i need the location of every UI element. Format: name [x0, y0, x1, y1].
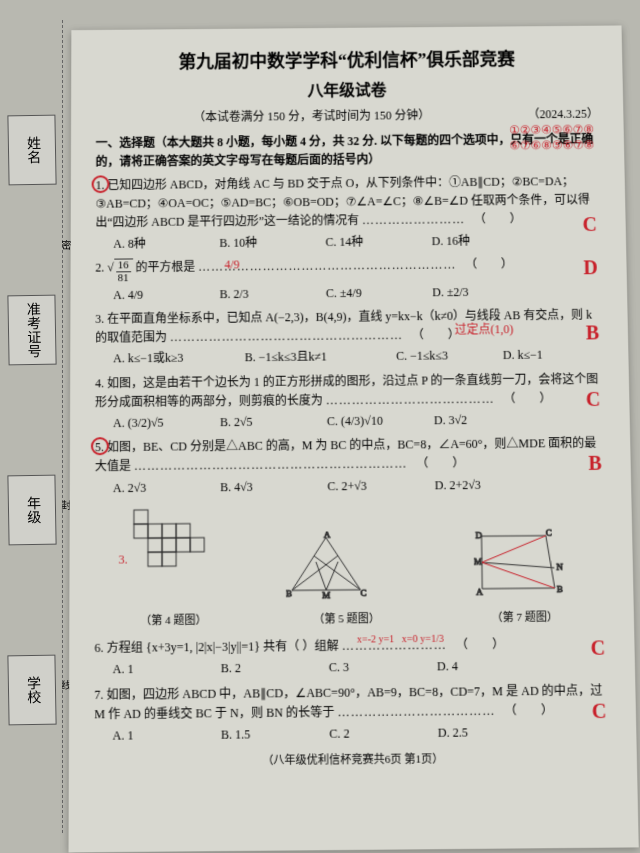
q7-num: 7. [94, 687, 103, 701]
figures-row: 3. （第 4 题图） A B C M 4y²-4xy+x²+x²+y²=64 … [95, 502, 609, 631]
svg-text:M: M [322, 590, 330, 600]
q1-options: A. 8种 B. 10种 C. 14种 D. 16种 [113, 230, 601, 253]
q7-answer: C [592, 695, 607, 728]
question-3: 3. 在平面直角坐标系中，已知点 A(−2,3)，B(4,9)，直线 y=kx−… [95, 306, 604, 369]
q6-answer: C [590, 632, 605, 665]
q2-answer: D [583, 252, 598, 284]
svg-text:B: B [286, 588, 292, 598]
figure-4: 3. （第 4 题图） [128, 505, 219, 630]
exam-title: 第九届初中数学学科“优利信杯”俱乐部竞赛 [96, 45, 598, 77]
svg-text:D: D [475, 530, 482, 540]
q7-options: A. 1 B. 1.5 C. 2 D. 2.5 [112, 722, 611, 746]
q2-options: A. 4/9 B. 2/3 C. ±4/9 D. ±2/3 [113, 282, 602, 305]
q5-num: 5. [95, 440, 104, 454]
side-grade: 年级 [7, 475, 56, 546]
question-5: 5. 如图，BE、CD 分别是△ABC 的高，M 为 BC 的中点，BC=8，∠… [95, 434, 606, 498]
q2-num: 2. [95, 260, 104, 274]
q3-num: 3. [95, 312, 104, 326]
q3-options: A. k≤−1或k≥3 B. −1≤k≤3且k≠1 C. −1≤k≤3 D. k… [113, 346, 604, 369]
svg-text:N: N [556, 562, 563, 572]
q4-options: A. (3/2)√5 B. 2√5 C. (4/3)√10 D. 3√2 [113, 410, 605, 433]
q6-options: A. 1 B. 2 C. 3 D. 4 [113, 656, 610, 680]
side-name: 姓名 [7, 115, 56, 186]
q1-answer: C [582, 209, 597, 241]
svg-text:C: C [545, 527, 551, 537]
q3-red-note: 过定点(1,0) [455, 320, 514, 340]
binding-labels: 姓名 准考证号 年级 学校 [8, 60, 63, 780]
q4-answer: C [586, 384, 601, 416]
q5-answer: B [588, 448, 602, 480]
figure-5: A B C M 4y²-4xy+x²+x²+y²=64 x²-xy+y²=16 … [286, 531, 408, 629]
q6-num: 6. [94, 641, 103, 655]
svg-text:A: A [324, 531, 331, 540]
q4-num: 4. [95, 376, 104, 390]
svg-text:C: C [360, 588, 366, 598]
exam-page: 第九届初中数学学科“优利信杯”俱乐部竞赛 八年级试卷 （2024.3.25） （… [69, 25, 639, 852]
fig4-svg [128, 505, 219, 584]
fig7-svg: D C A B M N [473, 527, 575, 601]
figure-7: D C A B M N AM=DM=2√17 （第 7 题图） [473, 527, 575, 627]
svg-text:B: B [556, 584, 562, 594]
question-1: 1. 已知四边形 ABCD，对角线 AC 与 BD 交于点 O，从下列条件中：①… [95, 172, 601, 254]
question-4: 4. 如图，这是由若干个边长为 1 的正方形拼成的图形，沿过点 P 的一条直线剪… [95, 370, 605, 434]
seal-char-1: 密 [56, 240, 72, 250]
svg-text:A: A [476, 587, 483, 597]
question-7: 7. 如图，四边形 ABCD 中，AB∥CD，∠ABC=90°，AB=9，BC=… [94, 681, 611, 747]
answer-key-scribble: ①②③④⑤⑥⑦⑧ ⑥⑦⑥⑧⑤⑥⑦⑧ [509, 122, 594, 153]
fig5-svg: A B C M [286, 531, 407, 603]
svg-text:M: M [473, 556, 481, 566]
side-exam-no: 准考证号 [7, 295, 56, 366]
seal-line [62, 20, 63, 833]
question-6: 6. 方程组 {x+3y=1, |2|x|−3|y||=1} 共有（ ）组解 x… [94, 634, 609, 680]
side-school: 学校 [7, 655, 56, 726]
q2-suffix: 的平方根是 [136, 260, 196, 274]
question-2: 2. 1681 的平方根是 4/9 …………………………………………………… （… [95, 254, 602, 305]
q6-text: 方程组 {x+3y=1, |2|x|−3|y||=1} 共有（ ）组解 [107, 639, 339, 655]
q1-num: 1. [96, 178, 105, 192]
q3-answer: B [585, 318, 599, 350]
page-footer: （八年级优利信杯竞赛共6页 第1页） [94, 750, 612, 773]
q5-options: A. 2√3 B. 4√3 C. 2+√3 D. 2+2√3 [113, 474, 606, 498]
exam-subtitle: 八年级试卷 [96, 77, 599, 106]
